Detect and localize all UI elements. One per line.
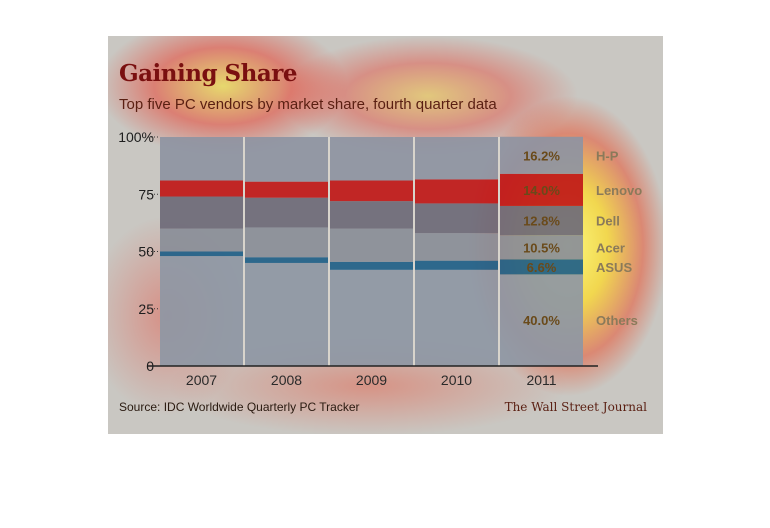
- vendor-label: H-P: [596, 148, 619, 163]
- bar-segment-asus: [415, 260, 498, 270]
- vendor-label: Others: [596, 313, 638, 328]
- bar-segment-others: [330, 269, 413, 366]
- bar-segment-asus: [500, 259, 583, 275]
- vendor-label: Acer: [596, 240, 625, 255]
- data-label-2011: 40.0%: [523, 313, 560, 328]
- bar-segment-dell: [415, 203, 498, 234]
- bar-segment-acer: [415, 233, 498, 261]
- bar-segment-hp: [160, 137, 243, 181]
- bar-segment-hp: [245, 137, 328, 182]
- y-tick-label: 75: [138, 186, 154, 202]
- data-label-2011: 6.6%: [527, 260, 557, 275]
- bar-segment-others: [415, 269, 498, 366]
- bar-segment-acer: [330, 228, 413, 262]
- bar-segment-dell: [160, 196, 243, 229]
- bar-segment-lenovo: [160, 180, 243, 197]
- bar-segment-asus: [160, 251, 243, 257]
- bar-segment-acer: [500, 235, 583, 260]
- data-label-2011: 16.2%: [523, 148, 560, 163]
- bar-segment-hp: [415, 137, 498, 180]
- bar-segment-dell: [500, 205, 583, 236]
- bar-segment-others: [500, 274, 583, 366]
- bar-segment-lenovo: [500, 173, 583, 206]
- chart-title: Gaining Share: [119, 60, 298, 87]
- bar-segment-acer: [245, 227, 328, 258]
- bar-segment-lenovo: [330, 180, 413, 202]
- bar-segment-dell: [245, 197, 328, 228]
- bar-segment-asus: [330, 261, 413, 270]
- bar-segment-dell: [330, 201, 413, 229]
- chart-subtitle: Top five PC vendors by market share, fou…: [119, 96, 497, 113]
- x-tick-label: 2011: [526, 372, 556, 388]
- data-label-2011: 14.0%: [523, 183, 560, 198]
- bar-segment-lenovo: [245, 181, 328, 198]
- vendor-label: ASUS: [596, 260, 632, 275]
- bar-segment-others: [245, 262, 328, 366]
- data-label-2011: 10.5%: [523, 240, 560, 255]
- vendor-label: Lenovo: [596, 183, 642, 198]
- y-tick-label: 25: [138, 301, 154, 317]
- vendor-label: Dell: [596, 214, 620, 229]
- data-label-2011: 12.8%: [523, 214, 560, 229]
- y-tick-label: 100%: [118, 129, 154, 145]
- publisher-credit: The Wall Street Journal: [504, 400, 647, 414]
- x-tick-label: 2009: [356, 372, 387, 388]
- chart-card: Gaining Share Top five PC vendors by mar…: [108, 36, 663, 434]
- y-tick-label: 50: [138, 244, 154, 260]
- bar-segment-hp: [500, 136, 583, 174]
- x-tick-label: 2008: [271, 372, 302, 388]
- bar-segment-others: [160, 256, 243, 366]
- bar-segment-hp: [330, 137, 413, 181]
- source-note: Source: IDC Worldwide Quarterly PC Track…: [119, 400, 360, 414]
- x-tick-label: 2010: [441, 372, 472, 388]
- bar-segment-lenovo: [415, 179, 498, 204]
- bar-segment-asus: [245, 257, 328, 263]
- x-tick-label: 2007: [186, 372, 217, 388]
- bar-segment-acer: [160, 228, 243, 252]
